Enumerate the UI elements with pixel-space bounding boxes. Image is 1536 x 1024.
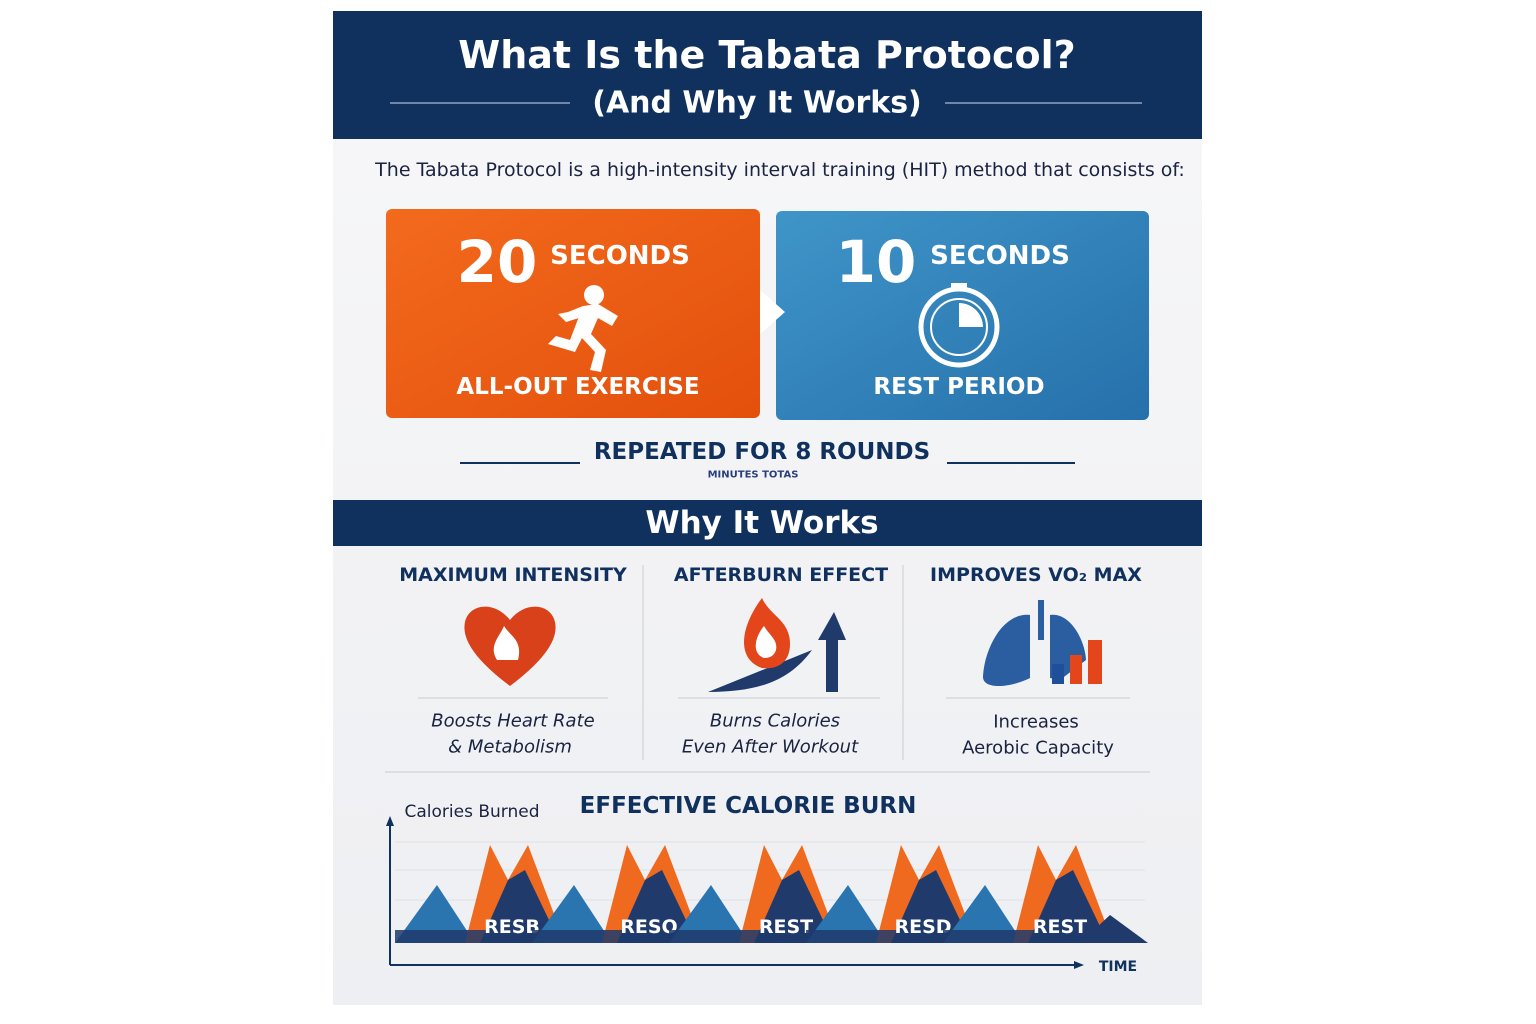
benefit-text: Aerobic Capacity — [962, 737, 1114, 759]
base-band — [943, 930, 1080, 943]
peak — [754, 870, 834, 943]
runner-icon — [548, 285, 618, 372]
clock-icon — [918, 283, 1000, 368]
benefit-heading: AFTERBURN EFFECT — [673, 564, 889, 586]
peak — [806, 885, 886, 943]
calorie-chart: RESB RESO REST RESD REST — [386, 816, 1148, 969]
rest-label: RESO — [620, 916, 677, 938]
interval-label: REST PERIOD — [873, 374, 1045, 400]
rest-label: RESB — [484, 916, 540, 938]
benefit-text: Burns Calories — [709, 710, 841, 732]
benefit-text: Increases — [993, 711, 1079, 733]
benefit-text: Even After Workout — [681, 736, 859, 758]
base-band — [395, 930, 532, 943]
peak — [532, 885, 612, 943]
rest-label: REST — [1033, 916, 1087, 938]
base-band — [806, 930, 943, 943]
benefit-text: Boosts Heart Rate — [431, 710, 595, 732]
arrow — [760, 290, 785, 334]
interval-number: 10 — [835, 228, 917, 296]
interval-label: ALL-OUT EXERCISE — [456, 374, 700, 400]
header-band — [333, 11, 1202, 139]
peak — [617, 870, 697, 943]
benefit-heading: IMPROVES VO₂ MAX — [930, 564, 1142, 586]
why-band — [333, 500, 1202, 546]
peak — [1028, 870, 1108, 943]
peak — [395, 885, 475, 943]
rest-label: RESD — [894, 916, 951, 938]
benefit-text: & Metabolism — [448, 736, 572, 758]
intro: The Tabata Protocol is a high-intensity … — [375, 159, 1185, 181]
benefit-heading: MAXIMUM INTENSITY — [399, 564, 627, 586]
heart-icon — [464, 606, 556, 686]
peak — [669, 885, 749, 943]
peak — [943, 885, 1023, 943]
interval-number: 20 — [456, 228, 538, 296]
repeat-note: MINUTES TOTAS — [707, 469, 799, 481]
peak — [891, 870, 971, 943]
graph-x-label: TIME — [1098, 959, 1138, 975]
graph-title: EFFECTIVE CALORIE BURN — [579, 793, 917, 819]
base-band — [669, 930, 806, 943]
base-band — [532, 930, 669, 943]
rest-label: REST — [759, 916, 813, 938]
axis-arrow — [386, 816, 394, 826]
subtitle: (And Why It Works) — [592, 85, 922, 121]
title: What Is the Tabata Protocol? — [458, 33, 1076, 77]
why-title: Why It Works — [645, 505, 879, 541]
afterburn-icon — [708, 598, 846, 692]
interval-unit: SECONDS — [930, 241, 1070, 271]
repeat-text: REPEATED FOR 8 ROUNDS — [593, 439, 931, 465]
graph-y-label: Calories Burned — [404, 802, 540, 822]
peak — [1080, 915, 1148, 943]
lungs-icon — [982, 600, 1102, 686]
interval-unit: SECONDS — [550, 241, 690, 271]
peak — [480, 870, 560, 943]
axis-arrow — [1074, 961, 1084, 969]
